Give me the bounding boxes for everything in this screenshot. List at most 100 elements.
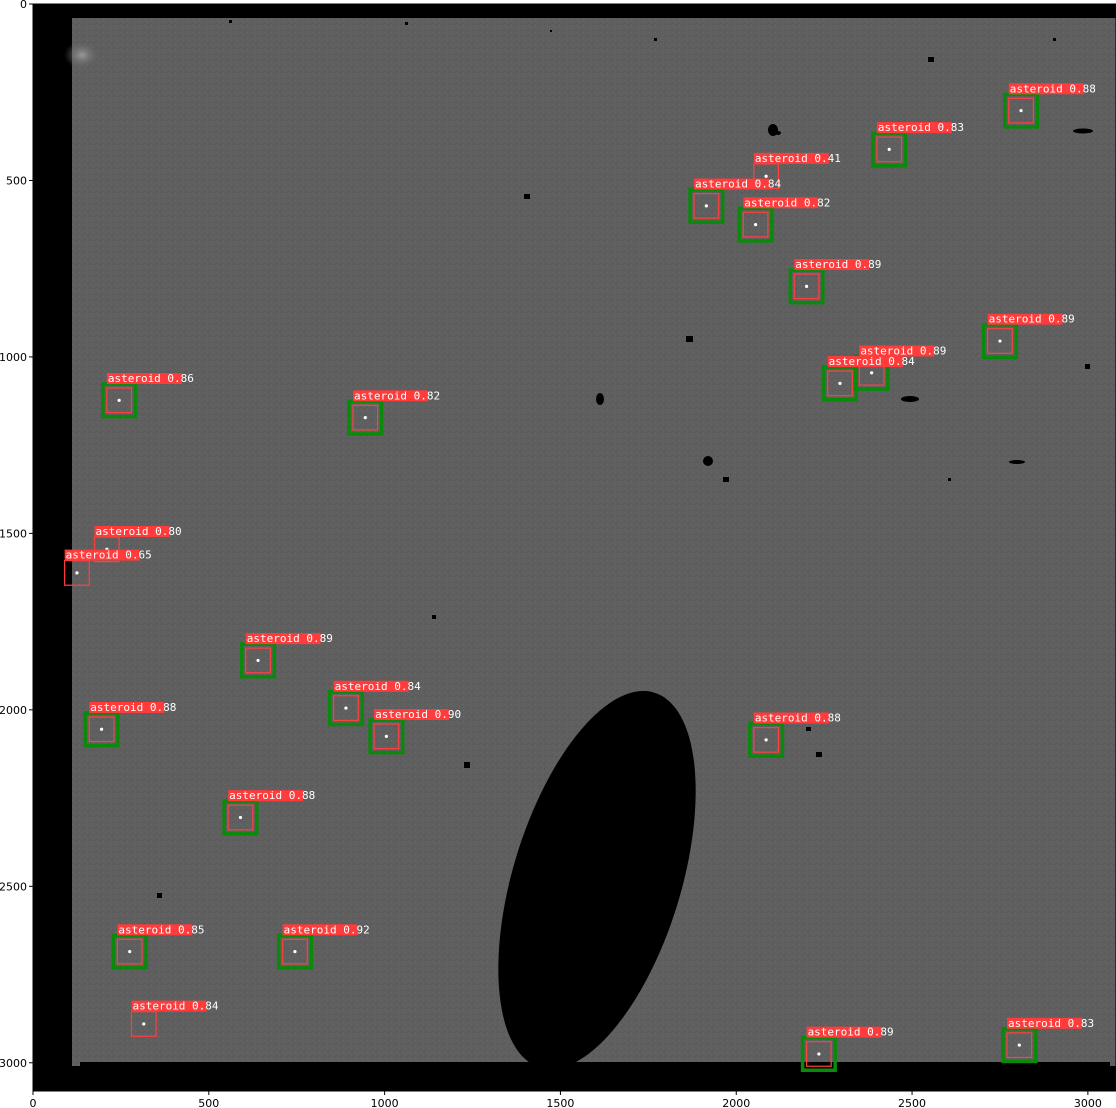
detection-label-bg bbox=[333, 680, 409, 692]
detection: asteroid 0.41 bbox=[753, 152, 841, 190]
asteroid-point bbox=[293, 949, 297, 954]
detection-label-bg bbox=[753, 152, 829, 164]
detection: asteroid 0.65 bbox=[64, 549, 152, 586]
detection-label: asteroid 0.89 bbox=[808, 1026, 894, 1039]
asteroid-point bbox=[128, 949, 132, 954]
detection-label: asteroid 0.83 bbox=[1008, 1017, 1094, 1030]
asteroid-point bbox=[838, 381, 842, 385]
detection-label-bg bbox=[987, 313, 1063, 325]
dark-artifacts bbox=[157, 20, 1093, 898]
detection-label: asteroid 0.88 bbox=[755, 712, 841, 725]
y-tick-label: 1000 bbox=[0, 351, 27, 364]
detection-label: asteroid 0.80 bbox=[96, 525, 182, 538]
prediction-box bbox=[693, 192, 720, 219]
border-noise bbox=[80, 1062, 1110, 1068]
asteroid-point bbox=[117, 398, 121, 402]
detection-label: asteroid 0.90 bbox=[375, 708, 461, 721]
detection-label: asteroid 0.92 bbox=[284, 923, 370, 936]
asteroid-point bbox=[75, 571, 79, 575]
prediction-box bbox=[282, 938, 308, 965]
prediction-box bbox=[373, 723, 400, 750]
axes-frame bbox=[32, 3, 1116, 1092]
detection: asteroid 0.82 bbox=[737, 196, 830, 243]
detection: asteroid 0.83 bbox=[871, 121, 964, 168]
detection: asteroid 0.84 bbox=[688, 178, 782, 224]
detection: asteroid 0.84 bbox=[327, 680, 421, 727]
y-tick-label: 0 bbox=[20, 0, 27, 11]
detection-label-bg bbox=[245, 633, 321, 645]
prediction-box bbox=[805, 1041, 832, 1067]
detection: asteroid 0.84 bbox=[821, 355, 915, 402]
detection: asteroid 0.88 bbox=[1003, 82, 1096, 129]
detection-label-bg bbox=[1006, 1017, 1082, 1029]
prediction-box bbox=[333, 695, 359, 721]
detection: asteroid 0.90 bbox=[368, 708, 461, 755]
ground-truth-box bbox=[1001, 1027, 1038, 1064]
detection: asteroid 0.88 bbox=[222, 789, 315, 836]
asteroid-point bbox=[704, 204, 708, 208]
detection: asteroid 0.92 bbox=[276, 923, 370, 970]
detection: asteroid 0.89 bbox=[788, 258, 881, 305]
prediction-box bbox=[88, 716, 115, 743]
detection-label: asteroid 0.89 bbox=[247, 632, 333, 645]
prediction-box bbox=[116, 938, 143, 965]
detection: asteroid 0.88 bbox=[748, 712, 841, 758]
detection-label-bg bbox=[1008, 83, 1084, 95]
detection-label: asteroid 0.84 bbox=[132, 1000, 218, 1013]
detection-label-bg bbox=[859, 345, 935, 357]
detection-label: asteroid 0.89 bbox=[989, 313, 1075, 326]
asteroid-point bbox=[99, 727, 104, 731]
prediction-box bbox=[227, 804, 254, 831]
occulting-ellipse bbox=[498, 690, 696, 1070]
asteroid-point bbox=[1017, 1043, 1021, 1047]
detection-label: asteroid 0.86 bbox=[108, 372, 194, 385]
detection: asteroid 0.88 bbox=[83, 701, 176, 748]
detections-layer: asteroid 0.88 asteroid 0.83 asteroid 0.41 a… bbox=[64, 82, 1096, 1072]
detection-label: asteroid 0.82 bbox=[354, 389, 440, 402]
asteroid-point bbox=[1019, 108, 1023, 113]
x-tick-label: 500 bbox=[198, 1097, 219, 1108]
detection-label: asteroid 0.84 bbox=[829, 355, 915, 368]
detection-label-bg bbox=[106, 373, 182, 385]
asteroid-point bbox=[804, 284, 809, 288]
detection-label: asteroid 0.89 bbox=[860, 344, 946, 357]
detection-label: asteroid 0.89 bbox=[795, 258, 881, 271]
asteroid-point bbox=[256, 658, 260, 663]
detection-label: asteroid 0.88 bbox=[229, 789, 315, 802]
detection-label: asteroid 0.88 bbox=[90, 701, 176, 714]
prediction-box bbox=[352, 404, 379, 431]
prediction-box bbox=[876, 136, 903, 163]
detection: asteroid 0.82 bbox=[347, 389, 440, 436]
detection-label: asteroid 0.88 bbox=[1010, 82, 1096, 95]
detection: asteroid 0.89 bbox=[800, 1026, 894, 1072]
detection-label-bg bbox=[117, 924, 193, 936]
detection: asteroid 0.80 bbox=[93, 525, 182, 563]
asteroid-point bbox=[870, 371, 874, 375]
y-tick-label: 500 bbox=[6, 174, 27, 187]
x-tick-label: 1000 bbox=[371, 1097, 399, 1108]
prediction-box bbox=[106, 387, 133, 414]
detection-label-bg bbox=[352, 390, 428, 402]
detection: asteroid 0.86 bbox=[101, 372, 194, 419]
asteroid-point bbox=[142, 1022, 146, 1026]
detection-label-bg bbox=[64, 549, 140, 561]
x-tick-label: 0 bbox=[30, 1097, 37, 1108]
prediction-box bbox=[1006, 1032, 1033, 1059]
prediction-box bbox=[827, 370, 853, 397]
detection: asteroid 0.84 bbox=[130, 1000, 219, 1037]
prediction-box bbox=[793, 273, 820, 300]
asteroid-point bbox=[344, 706, 348, 710]
detection-label: asteroid 0.83 bbox=[878, 121, 964, 134]
detection: asteroid 0.89 bbox=[239, 632, 333, 679]
y-tick-label: 2500 bbox=[0, 880, 27, 893]
x-tick-label: 3000 bbox=[1074, 1097, 1102, 1108]
detection-label: asteroid 0.82 bbox=[744, 196, 830, 209]
telescope-image: asteroid 0.88 asteroid 0.83 asteroid 0.41 a… bbox=[33, 4, 1116, 1091]
detection-label-bg bbox=[131, 1000, 207, 1012]
y-tick-label: 1500 bbox=[0, 527, 27, 540]
prediction-box bbox=[1008, 97, 1034, 124]
detection-label-bg bbox=[228, 790, 304, 802]
asteroid-point bbox=[817, 1052, 821, 1056]
detection-label: asteroid 0.84 bbox=[695, 178, 781, 191]
